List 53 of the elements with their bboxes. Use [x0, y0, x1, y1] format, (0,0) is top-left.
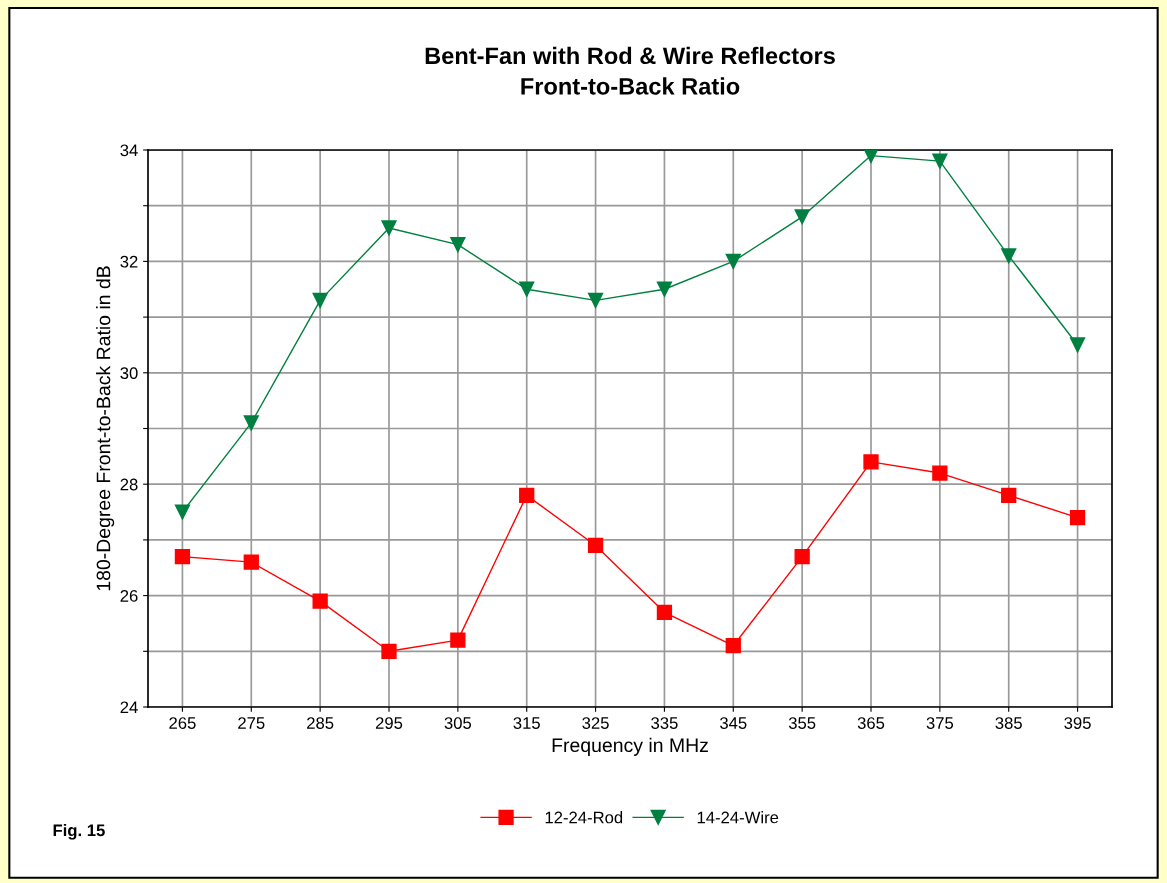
x-tick-label: 325 [582, 717, 609, 729]
y-tick-label: 24 [120, 701, 138, 714]
x-tick-label: 335 [651, 717, 678, 729]
x-tick-label: 375 [926, 717, 954, 729]
point [381, 220, 397, 236]
y-tick-label: 26 [120, 590, 138, 602]
point [932, 153, 948, 169]
point [243, 415, 259, 431]
y-tick-label: 30 [120, 367, 138, 379]
point [587, 292, 604, 309]
point [725, 638, 741, 654]
y-tick-label: 34 [120, 144, 138, 157]
point [1001, 248, 1017, 264]
point [450, 237, 466, 253]
y-tick-label: 28 [120, 478, 138, 491]
point [174, 504, 191, 520]
x-tick-label: 345 [720, 717, 747, 729]
point [932, 465, 948, 481]
x-tick-label: 315 [513, 717, 540, 729]
x-tick-label: 275 [238, 717, 265, 729]
point [312, 292, 328, 309]
point [174, 548, 191, 565]
x-tick-label: 265 [169, 717, 196, 729]
legend-label: 14-24-Wire [697, 811, 779, 824]
point [656, 604, 673, 620]
point [243, 554, 259, 570]
point [312, 593, 328, 609]
point [725, 253, 741, 270]
point [519, 487, 535, 503]
y-axis-title: 180-Degree Front-to-Back Ratio in dB [96, 266, 115, 591]
x-tick-label: 295 [375, 717, 403, 729]
point [656, 281, 673, 297]
point [794, 209, 810, 225]
point [587, 537, 604, 554]
x-tick-label: 385 [995, 717, 1022, 729]
legend-label: 12-24-Rod [545, 811, 623, 824]
x-tick-label: 305 [444, 717, 472, 729]
x-axis-title: Frequency in MHz [552, 737, 708, 756]
x-tick-label: 395 [1064, 717, 1091, 729]
point [1069, 337, 1086, 353]
point [1001, 487, 1017, 503]
point [450, 632, 466, 648]
point [519, 281, 535, 297]
x-tick-label: 285 [307, 717, 334, 729]
caption: Fig. 15 [53, 823, 105, 840]
point [863, 454, 879, 470]
chart-title: Bent-Fan with Rod & Wire Reflectors Front-to-Back Ratio [425, 46, 835, 95]
point [794, 548, 810, 565]
point [381, 643, 397, 659]
point [1069, 509, 1086, 526]
x-tick-label: 365 [857, 717, 885, 729]
x-tick-label: 355 [788, 717, 816, 729]
y-tick-label: 32 [120, 255, 138, 268]
